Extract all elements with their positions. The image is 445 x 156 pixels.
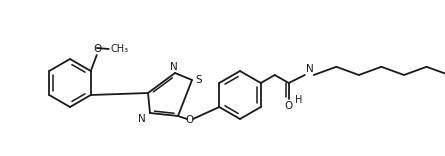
Text: H: H [295,95,302,105]
Text: S: S [195,75,202,85]
Text: N: N [170,62,178,72]
Text: N: N [138,114,146,124]
Text: O: O [186,115,194,125]
Text: N: N [306,64,314,74]
Text: O: O [285,101,293,111]
Text: O: O [93,44,102,54]
Text: CH₃: CH₃ [111,44,129,54]
